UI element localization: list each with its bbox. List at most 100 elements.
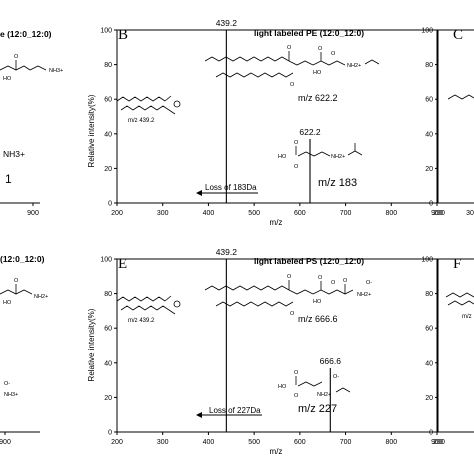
- panel-e-struct-nh2: NH2+: [357, 292, 371, 298]
- panel-b-plot-frame: [116, 29, 438, 204]
- panel-a-structure: O HO NH3+: [0, 54, 63, 82]
- panel-e-hg-o-top: O: [294, 370, 299, 376]
- panel-a-struct-ho: HO: [3, 76, 12, 82]
- panel-c: 0 20 40 60 80 100 C 200 300: [421, 27, 474, 217]
- b-y-tick-label-0: 0: [108, 201, 112, 208]
- panel-d-title: (12:0_12:0): [0, 254, 45, 264]
- c-y-tick-label-80: 80: [425, 62, 433, 69]
- f-y-tick-label-0: 0: [429, 430, 433, 437]
- panel-e-precursor-label: m/z 666.6: [298, 314, 338, 324]
- panel-f-fragment-label: m/z: [462, 314, 472, 320]
- f-y-tick-label-20: 20: [425, 395, 433, 402]
- e-x-tick-label-200: 200: [111, 439, 123, 446]
- panel-e-struct-o-1: O: [287, 274, 292, 280]
- panel-b-struct-o-2: O: [290, 82, 295, 88]
- panel-a-struct-o-top: O: [14, 54, 19, 60]
- panel-a-title: e (12:0_12:0): [0, 29, 52, 39]
- panel-b-lipid-structure: O O O HO O NH2+: [204, 45, 380, 88]
- panel-b-letter: B: [118, 27, 128, 43]
- b-x-tick-label-300: 300: [157, 210, 169, 217]
- b-x-tick-label-600: 600: [294, 210, 306, 217]
- b-y-tick-label-80: 80: [104, 62, 112, 69]
- panel-a-mz-fragment: 1: [5, 172, 12, 186]
- panel-b-hg-ho: HO: [278, 154, 287, 160]
- panel-a-x-tick-label-900: 900: [27, 210, 39, 217]
- panel-e-loss-label: Loss of 227Da: [209, 406, 261, 415]
- f-y-tick-label-60: 60: [425, 326, 433, 333]
- e-peak-label-1: 666.6: [320, 356, 342, 366]
- panel-c-letter: C: [453, 27, 463, 43]
- panel-a-struct-nh3: NH3+: [49, 68, 63, 74]
- panel-b-struct-ho: HO: [313, 70, 322, 76]
- e-y-tick-label-20: 20: [104, 395, 112, 402]
- panel-b-hg-o-bottom: O: [294, 164, 299, 170]
- e-x-tick-label-800: 800: [385, 439, 397, 446]
- c-y-tick-label-0: 0: [429, 201, 433, 208]
- e-y-tick-label-40: 40: [104, 360, 112, 367]
- panel-c-x-tick-label-300: 300: [466, 210, 474, 217]
- panel-f-x-tick-label-200: 200: [433, 439, 445, 446]
- panel-e-struct-o-minus: O-: [366, 280, 372, 286]
- panel-e-fragment-label: m/z 439.2: [128, 318, 155, 324]
- panel-d-structure: O HO NH2+: [0, 278, 48, 306]
- panel-d-struct-ho: HO: [3, 300, 12, 306]
- c-y-tick-label-20: 20: [425, 166, 433, 173]
- panel-f: 0 20 40 60 80 100 F 200 m/z: [421, 256, 474, 446]
- c-y-tick-label-60: 60: [425, 97, 433, 104]
- panel-b-headgroup-structure: O HO O NH2+: [278, 140, 363, 170]
- e-x-tick-label-400: 400: [203, 439, 215, 446]
- panel-e-hg-nh2: NH2+: [317, 392, 331, 398]
- panel-d-o-minus: O-: [4, 381, 10, 387]
- panel-b-fragment-label: m/z 439.2: [128, 118, 155, 124]
- panel-e-struct-ho: HO: [313, 299, 322, 305]
- b-x-tick-label-500: 500: [248, 210, 260, 217]
- panel-a: 900 e (12:0_12:0) O HO NH3+ NH3+ 1: [0, 29, 63, 217]
- panel-d-struct-nh2: NH2+: [34, 294, 48, 300]
- e-x-tick-label-300: 300: [157, 439, 169, 446]
- panel-b-hg-nh2: NH2+: [331, 154, 345, 160]
- panel-f-letter: F: [453, 256, 461, 272]
- panel-c-x-tick-label-200: 200: [433, 210, 445, 217]
- panel-e-loss-arrow: [196, 412, 262, 418]
- panel-b-struct-nh2: NH2+: [347, 63, 361, 69]
- panel-b-struct-o-4: O: [331, 51, 336, 57]
- panel-e-struct-o-2: O: [290, 311, 295, 317]
- e-y-tick-label-60: 60: [104, 326, 112, 333]
- panel-e-hg-o-minus: O-: [333, 374, 339, 380]
- panel-b-y-axis-label: Relative intensity(%): [87, 94, 96, 167]
- b-x-tick-label-200: 200: [111, 210, 123, 217]
- e-y-tick-label-100: 100: [100, 257, 112, 264]
- panel-e-letter: E: [118, 256, 127, 272]
- panel-a-nh3-label: NH3+: [3, 149, 25, 159]
- b-x-tick-label-400: 400: [203, 210, 215, 217]
- panel-b-fragment-structure: [116, 95, 181, 115]
- f-y-tick-label-40: 40: [425, 360, 433, 367]
- panel-e-struct-o-4: O: [331, 280, 336, 286]
- panel-c-structure: [447, 94, 474, 100]
- panel-b-loss-arrow: [196, 190, 258, 196]
- b-peak-label-1: 622.2: [299, 127, 321, 137]
- e-peak-label-0: 439.2: [216, 247, 238, 257]
- panel-e-x-axis-label: m/z: [270, 447, 283, 456]
- e-x-tick-label-700: 700: [340, 439, 352, 446]
- panel-d-struct-o: O: [14, 278, 19, 284]
- panel-d-x-tick-label: 900: [0, 439, 11, 446]
- e-x-tick-label-500: 500: [248, 439, 260, 446]
- panel-e-lipid-structure: O O O HO O O NH2+ O-: [204, 274, 372, 317]
- e-y-tick-label-0: 0: [108, 430, 112, 437]
- panel-e-plot-frame: [116, 258, 438, 433]
- panel-b-struct-o-3: O: [318, 46, 323, 52]
- f-y-tick-label-100: 100: [421, 257, 433, 264]
- b-y-tick-label-60: 60: [104, 97, 112, 104]
- panel-f-structure: [445, 292, 474, 298]
- e-y-tick-label-80: 80: [104, 291, 112, 298]
- panel-e-headgroup-structure: O HO O NH2+ O-: [278, 370, 351, 399]
- panel-d: 900 (12:0_12:0) O HO NH2+ O- NH3+: [0, 254, 48, 446]
- c-y-tick-label-100: 100: [421, 28, 433, 35]
- c-y-tick-label-40: 40: [425, 131, 433, 138]
- b-y-tick-label-100: 100: [100, 28, 112, 35]
- panel-e-hg-ho: HO: [278, 384, 287, 390]
